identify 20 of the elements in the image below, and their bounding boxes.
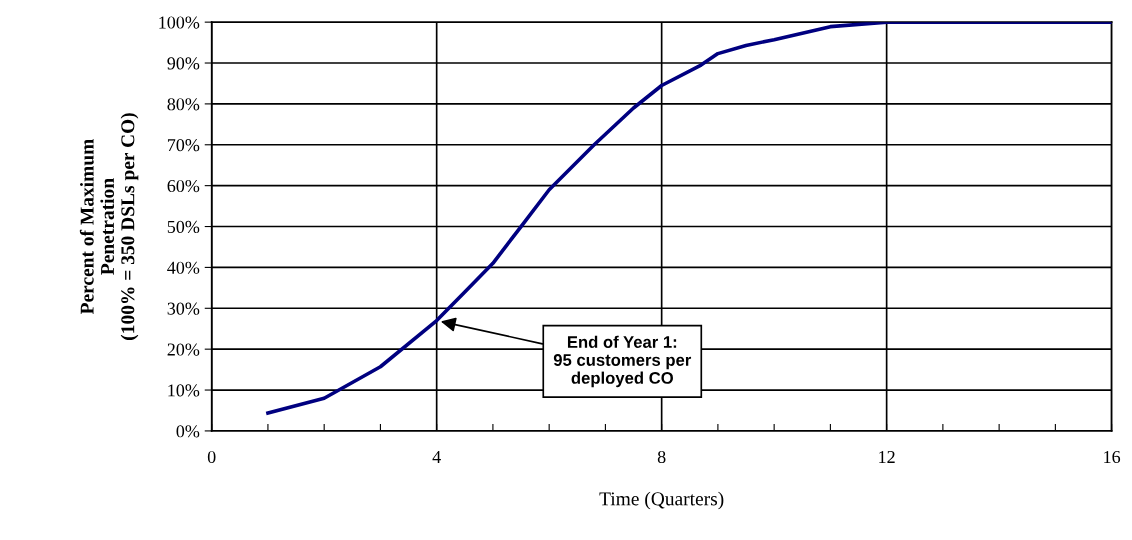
x-tick-label: 8 [657, 450, 666, 464]
x-axis-title: Time (Quarters) [599, 491, 724, 510]
y-tick-label: 20% [167, 343, 200, 356]
x-tick-label: 0 [207, 450, 216, 464]
y-tick-label: 80% [167, 98, 200, 111]
y-axis-title: Percent of Maximum Penetration (100% = 350 DSLs per CO) [79, 113, 139, 340]
y-tick-label: 30% [167, 302, 200, 315]
x-tick-label: 4 [432, 451, 441, 463]
y-tick-label: 50% [167, 220, 200, 234]
x-tick-label: 16 [1104, 450, 1121, 464]
y-tick-label: 40% [167, 261, 200, 274]
y-tick-label: 10% [168, 384, 200, 397]
y-tick-label: 70% [167, 139, 200, 152]
annotation: End of Year 1: 95 customers per deployed CO [553, 335, 692, 388]
y-tick-label: 60% [167, 179, 200, 193]
y-tick-label: 100% [159, 16, 200, 29]
x-tick-label: 12 [879, 450, 895, 463]
y-tick-label: 90% [167, 57, 200, 70]
y-tick-label: 0% [176, 425, 200, 438]
line-series [266, 22, 1112, 415]
